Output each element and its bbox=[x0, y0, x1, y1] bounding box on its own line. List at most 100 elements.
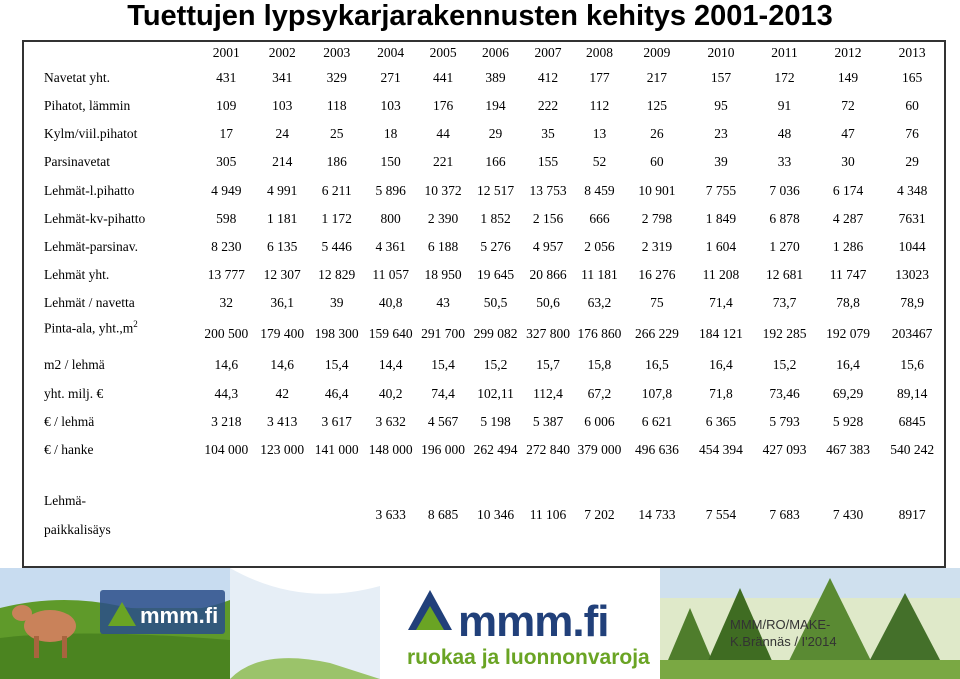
year-header: 2010 bbox=[707, 45, 735, 60]
table-cell: 13 777 bbox=[207, 266, 245, 282]
year-header: 2007 bbox=[534, 45, 562, 60]
table-cell: 75 bbox=[650, 295, 664, 311]
table-cell: 11 208 bbox=[702, 266, 740, 282]
row-label-text: Kylm/viil.pihatot bbox=[44, 126, 138, 142]
footer-illustration bbox=[0, 568, 960, 679]
table-cell: 60 bbox=[650, 154, 664, 170]
table-row: yht. milj. € 44,3 42 46,4 40,2 74,4 102,11 112,… bbox=[24, 380, 944, 408]
table-cell: 467 383 bbox=[826, 441, 870, 457]
table-cell: 20 866 bbox=[529, 266, 567, 282]
row-label-text: m2 / lehmä bbox=[44, 357, 105, 373]
row-label: € / lehmä bbox=[24, 408, 198, 436]
year-header: 2008 bbox=[585, 45, 613, 60]
table-cell: 17 bbox=[219, 126, 234, 142]
table-cell: 32 bbox=[219, 295, 234, 311]
table-cell: 1 181 bbox=[267, 210, 298, 226]
row-label: Lehmät-kv-pihatto bbox=[24, 205, 198, 233]
table-cell bbox=[255, 464, 309, 566]
table-cell: 33 bbox=[777, 154, 792, 170]
table-cell: 15,4 bbox=[431, 357, 455, 373]
year-header: 2005 bbox=[429, 45, 457, 60]
table-cell: 3 413 bbox=[267, 413, 298, 429]
row-label: m2 / lehmä bbox=[24, 351, 198, 379]
table-cell: 166 bbox=[485, 154, 506, 170]
table-cell: 13 753 bbox=[529, 182, 567, 198]
table-cell: 10 901 bbox=[638, 182, 676, 198]
table-cell: 6 006 bbox=[584, 413, 615, 429]
table-cell: 150 bbox=[380, 154, 401, 170]
table-cell: 2 798 bbox=[641, 210, 673, 226]
table-row: m2 / lehmä 14,6 14,6 15,4 14,4 15,4 15,2 15,7 15… bbox=[24, 351, 944, 379]
table-cell: 63,2 bbox=[587, 295, 612, 311]
table-row: € / lehmä 3 218 3 413 3 617 3 632 4 567 5 198 5… bbox=[24, 408, 944, 436]
table-cell: 141 000 bbox=[314, 441, 359, 457]
table-cell: 5 896 bbox=[375, 182, 406, 198]
row-label-text: Parsinavetat bbox=[44, 154, 110, 170]
table-cell: 13023 bbox=[895, 266, 930, 282]
table-cell: 47 bbox=[841, 126, 855, 142]
credit-line: K.Brännäs / I'2014 bbox=[730, 634, 837, 649]
table-cell: 39 bbox=[714, 154, 728, 170]
table-cell: 6 878 bbox=[769, 210, 800, 226]
table-row: Kylm/viil.pihatot 17 24 25 18 44 29 35 13 26 23 48 4… bbox=[24, 120, 944, 148]
table-cell: 4 348 bbox=[896, 182, 928, 198]
table-cell: 221 bbox=[432, 154, 454, 170]
table-cell: 5 387 bbox=[532, 413, 564, 429]
table-cell: 172 bbox=[774, 70, 795, 86]
table-cell: 7 683 bbox=[769, 506, 800, 522]
table-cell: 26 bbox=[650, 126, 664, 142]
table-cell: 389 bbox=[485, 70, 506, 86]
table-cell: 149 bbox=[837, 70, 859, 86]
table-cell: 16,5 bbox=[645, 357, 669, 373]
table-cell: 3 617 bbox=[321, 413, 352, 429]
table-row: Pihatot, lämmin 109 103 118 103 176 194 222 112 1… bbox=[24, 92, 944, 120]
table-cell: 11 106 bbox=[529, 506, 567, 522]
row-label: Pinta-ala, yht.,m2 bbox=[24, 317, 198, 351]
table-cell: 104 000 bbox=[204, 441, 249, 457]
table-cell: 186 bbox=[326, 154, 347, 170]
row-label: yht. milj. € bbox=[24, 380, 198, 408]
year-header: 2013 bbox=[898, 45, 926, 60]
year-header: 2004 bbox=[377, 45, 405, 60]
table-cell: 39 bbox=[329, 295, 344, 311]
table-cell: 184 121 bbox=[699, 326, 743, 342]
row-label-text: Pihatot, lämmin bbox=[44, 98, 131, 114]
table-cell: 44,3 bbox=[214, 385, 239, 401]
table-row: Parsinavetat 305 214 186 150 221 166 155 52 60 39 3… bbox=[24, 148, 944, 176]
table-cell: 50,5 bbox=[483, 295, 508, 311]
table-cell: 800 bbox=[380, 210, 401, 226]
table-cell: 666 bbox=[589, 210, 610, 226]
table-cell: 4 957 bbox=[532, 238, 564, 254]
table-cell: 412 bbox=[537, 70, 559, 86]
table-cell: 95 bbox=[714, 98, 728, 114]
table-cell: 29 bbox=[488, 126, 503, 142]
year-header: 2003 bbox=[323, 45, 351, 60]
table-cell: 194 bbox=[485, 98, 506, 114]
table-cell: 192 079 bbox=[826, 326, 870, 342]
table-cell: 6 174 bbox=[832, 182, 864, 198]
table-cell: 5 276 bbox=[480, 238, 511, 254]
table-cell: 71,8 bbox=[709, 385, 733, 401]
table-cell: 40,2 bbox=[378, 385, 403, 401]
data-table: 2001 2002 2003 2004 2005 2006 2007 2008 … bbox=[24, 42, 944, 566]
table-cell: 109 bbox=[216, 98, 237, 114]
table-cell: 15,6 bbox=[900, 357, 924, 373]
row-label: Navetat yht. bbox=[24, 64, 198, 92]
brand-logo-text: mmm.fi bbox=[458, 597, 609, 646]
table-cell: 7 755 bbox=[705, 182, 737, 198]
table-cell: 5 928 bbox=[832, 413, 864, 429]
table-cell: 14,6 bbox=[270, 357, 295, 373]
table-cell: 2 390 bbox=[427, 210, 459, 226]
table-cell: 15,7 bbox=[536, 357, 560, 373]
data-table-frame: 2001 2002 2003 2004 2005 2006 2007 2008 … bbox=[22, 40, 946, 568]
row-label-line: paikkalisäys bbox=[44, 521, 111, 537]
table-cell: 271 bbox=[380, 70, 401, 86]
table-cell: 1 849 bbox=[705, 210, 737, 226]
table-cell: 60 bbox=[905, 98, 919, 114]
table-cell: 272 840 bbox=[526, 441, 570, 457]
table-cell: 15,4 bbox=[324, 357, 349, 373]
table-cell: 74,4 bbox=[431, 385, 455, 401]
table-cell: 1 604 bbox=[705, 238, 737, 254]
row-label-text: Lehmät-kv-pihatto bbox=[44, 210, 146, 226]
table-cell: 4 361 bbox=[375, 238, 406, 254]
